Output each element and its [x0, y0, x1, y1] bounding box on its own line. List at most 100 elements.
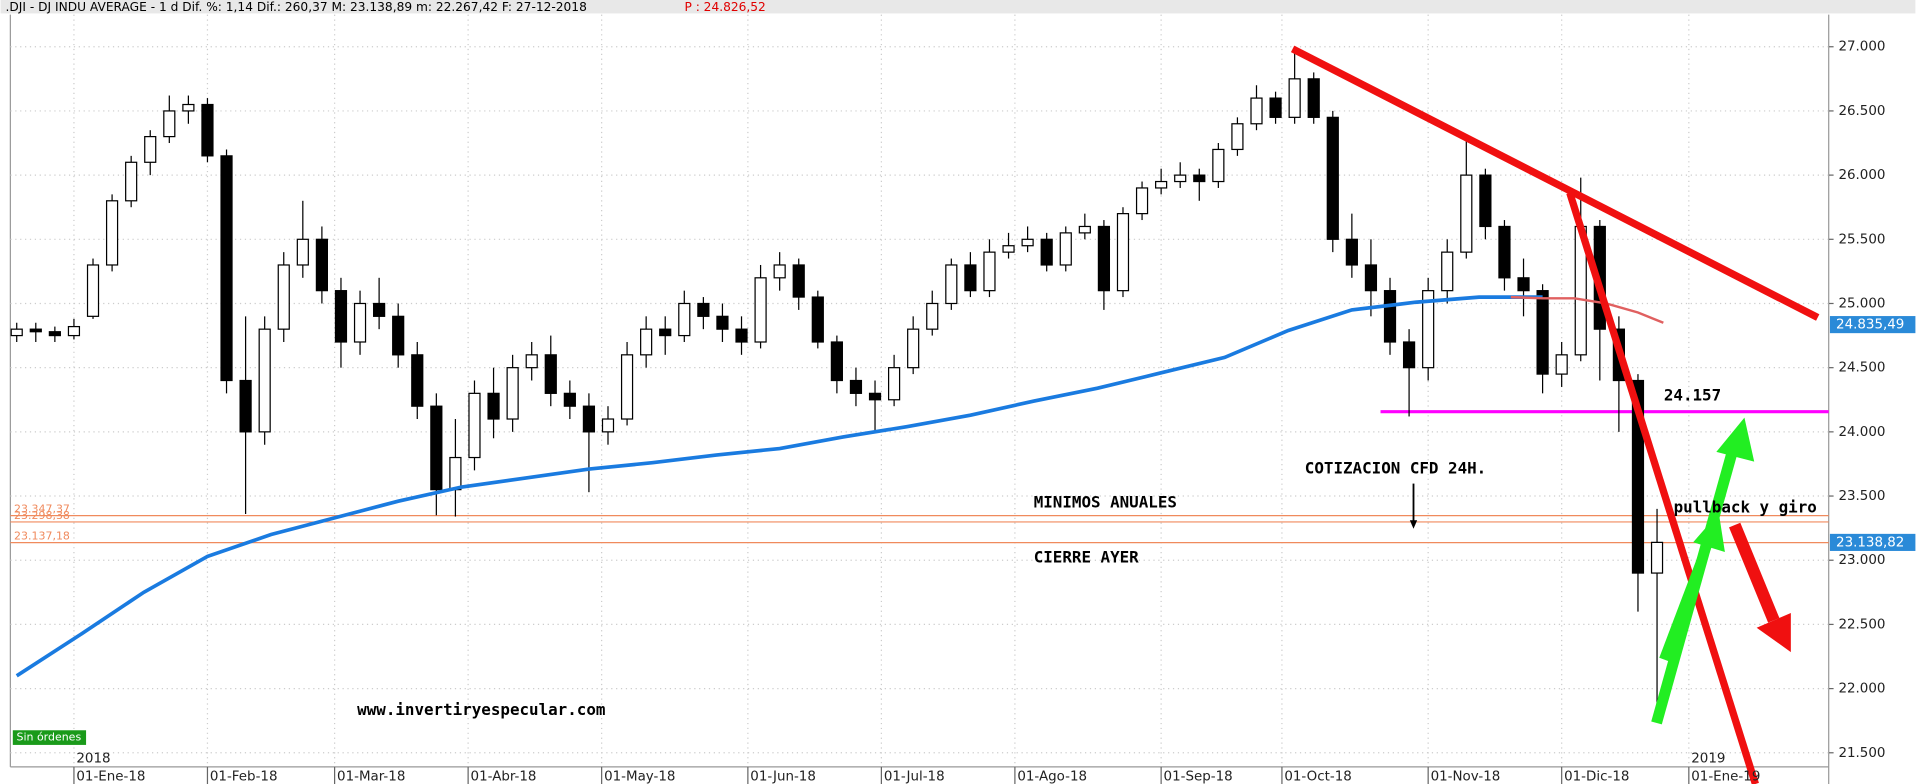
header-text: .DJI - DJ INDU AVERAGE - 1 d Dif. %: 1,1… — [5, 0, 586, 14]
candle-body — [1460, 174, 1473, 253]
candle-body — [163, 110, 176, 138]
level-label: 23.298,38 — [14, 509, 70, 522]
y-tick-label: 26.500 — [1838, 104, 1885, 119]
candle-body — [1212, 148, 1225, 183]
candle-body — [830, 341, 843, 382]
drawings — [1290, 45, 1820, 784]
x-tick-label: 01-Ene-18 — [76, 770, 145, 784]
candle-body — [296, 238, 309, 266]
x-tick-label: 01-Feb-18 — [210, 770, 278, 784]
arrow — [1659, 541, 1713, 662]
level-label: 23.137,18 — [14, 530, 70, 543]
candle-body — [1002, 245, 1015, 253]
candle-body — [544, 354, 557, 394]
candle-body — [601, 418, 615, 433]
candle-body — [792, 264, 805, 298]
candle-body — [811, 296, 824, 343]
x-tick-label: 01-Ago-18 — [1017, 770, 1087, 784]
candle-body — [86, 264, 100, 317]
trend-line — [1290, 45, 1820, 321]
x-tick-label: 01-Jul-18 — [884, 770, 945, 784]
y-tick-label: 27.000 — [1838, 40, 1885, 55]
price-tag-label: 23.138,82 — [1836, 535, 1904, 550]
candle-body — [277, 264, 290, 330]
candle-body — [373, 302, 386, 317]
candle-body — [1231, 123, 1244, 151]
y-tick-label: 25.000 — [1838, 296, 1885, 311]
candle-body — [1517, 277, 1530, 292]
arrow — [1729, 522, 1780, 623]
candle-body — [754, 277, 767, 343]
y-tick-label: 24.500 — [1838, 361, 1885, 376]
status-box — [12, 730, 87, 745]
y-tick-label: 22.500 — [1838, 617, 1885, 632]
candle-body — [640, 328, 653, 356]
trend-line — [1566, 191, 1759, 784]
candle-body — [48, 331, 61, 337]
candle-body — [1155, 180, 1168, 189]
candle-body — [887, 367, 901, 401]
candle-body — [67, 325, 81, 337]
candle-body — [392, 315, 405, 356]
candle-body — [735, 328, 748, 343]
y-tick-label: 23.000 — [1838, 553, 1885, 568]
candle-body — [1193, 174, 1206, 183]
line-series — [1510, 295, 1664, 324]
x-tick-label: 01-Sep-18 — [1164, 770, 1233, 784]
candle-body — [1021, 238, 1034, 247]
candle-body — [1307, 78, 1320, 118]
y-tick-label: 25.500 — [1838, 232, 1885, 247]
candle-body — [697, 302, 710, 317]
x-tick-label: 01-Dic-18 — [1564, 770, 1629, 784]
x-tick-label: 01-Mar-18 — [337, 770, 405, 784]
y-tick-label: 23.500 — [1838, 489, 1885, 504]
year-label: 2019 — [1691, 751, 1725, 766]
candle-body — [430, 405, 443, 491]
candle-body — [525, 354, 538, 369]
annotation: www.invertiryespecular.com — [357, 700, 605, 719]
x-tick-label: 01-Nov-18 — [1431, 770, 1501, 784]
pointer-head — [1409, 520, 1418, 529]
candle-body — [620, 354, 634, 420]
candle-body — [1422, 290, 1435, 369]
candle-body — [1326, 116, 1339, 240]
y-tick-label: 24.000 — [1838, 425, 1885, 440]
x-tick-label: 01-May-18 — [604, 770, 675, 784]
candle-body — [1555, 354, 1568, 375]
candle-body — [716, 315, 729, 330]
candle-body — [1402, 341, 1416, 369]
candles — [10, 53, 1664, 716]
candle-body — [1498, 225, 1511, 279]
candle-body — [506, 367, 519, 420]
candle-body — [449, 456, 462, 491]
level-label: 23.347,37 — [14, 503, 70, 516]
candle-body — [1383, 290, 1397, 343]
candle-body — [1097, 225, 1111, 292]
annotation: CIERRE AYER — [1034, 548, 1139, 567]
x-tick-label: 01-Oct-18 — [1284, 770, 1351, 784]
candle-body — [315, 238, 329, 292]
line-series — [15, 295, 1543, 678]
candle-body — [10, 328, 23, 337]
candle-body — [926, 302, 939, 330]
candle-body — [964, 264, 977, 292]
candle-body — [334, 290, 348, 343]
candle-body — [1078, 225, 1091, 234]
support-label: 24.157 — [1664, 385, 1721, 404]
arrow-head — [1693, 512, 1725, 552]
candle-body — [773, 264, 786, 279]
candle-body — [1536, 290, 1549, 375]
candle-body — [468, 392, 481, 459]
candle-body — [487, 392, 500, 420]
candle-body — [239, 379, 252, 433]
year-label: 2018 — [76, 751, 110, 766]
annotation: MINIMOS ANUALES — [1034, 493, 1177, 512]
candle-body — [983, 251, 996, 292]
x-tick-label: 01-Ene-19 — [1691, 770, 1760, 784]
candle-body — [582, 405, 596, 433]
candle-body — [563, 392, 576, 407]
y-tick-label: 26.000 — [1838, 168, 1885, 183]
candle-body — [1059, 232, 1072, 266]
